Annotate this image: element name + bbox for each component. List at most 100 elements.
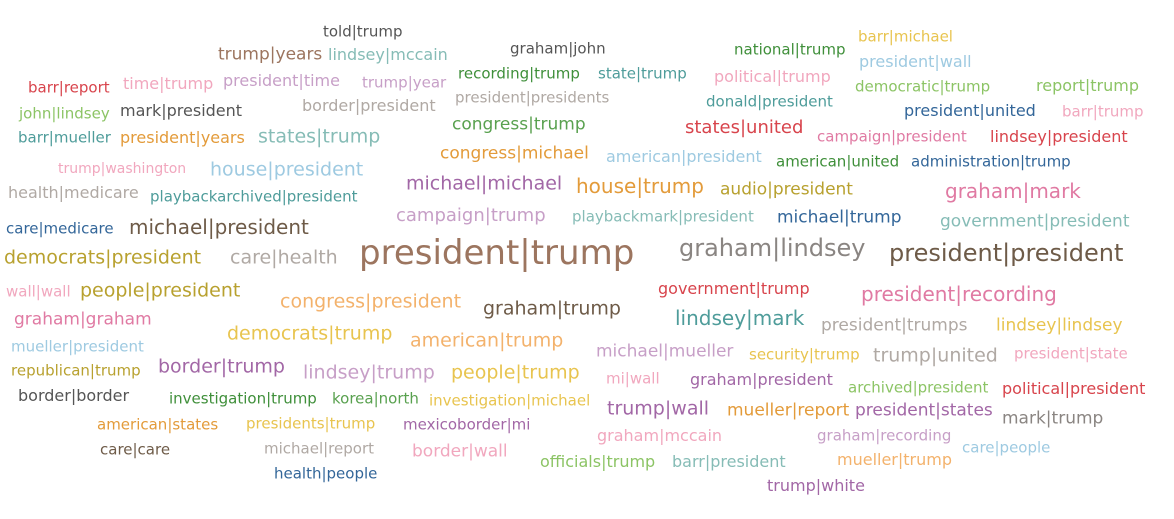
word-campaign-trump: campaign|trump: [396, 205, 546, 226]
word-playbackmark-president: playbackmark|president: [572, 207, 754, 226]
word-mark-president: mark|president: [120, 101, 243, 120]
word-lindsey-mark: lindsey|mark: [675, 306, 805, 330]
word-american-united: american|united: [776, 152, 900, 171]
word-president-president: president|president: [889, 239, 1124, 267]
word-president-state: president|state: [1014, 344, 1128, 363]
word-playbackarchived-president: playbackarchived|president: [150, 187, 358, 206]
word-michael-michael: michael|michael: [406, 172, 563, 195]
word-audio-president: audio|president: [720, 179, 853, 200]
word-michael-report: michael|report: [264, 439, 374, 458]
word-congress-michael: congress|michael: [440, 143, 589, 164]
word-lindsey-mccain: lindsey|mccain: [328, 45, 448, 64]
word-mueller-president: mueller|president: [11, 337, 144, 356]
word-graham-recording: graham|recording: [817, 426, 952, 445]
word-michael-president: michael|president: [129, 215, 309, 239]
word-president-recording: president|recording: [861, 282, 1057, 306]
word-michael-mueller: michael|mueller: [596, 341, 734, 362]
word-archived-president: archived|president: [848, 378, 989, 397]
word-trump-united: trump|united: [873, 344, 998, 367]
word-trump-year: trump|year: [362, 73, 447, 92]
word-president-years: president|years: [120, 128, 245, 147]
word-president-presidents: president|presidents: [455, 88, 610, 107]
word-health-people: health|people: [274, 464, 378, 483]
word-president-trump: president|trump: [359, 233, 635, 273]
word-government-president: government|president: [940, 211, 1130, 232]
word-people-president: people|president: [80, 279, 241, 302]
word-president-united: president|united: [904, 101, 1036, 120]
word-mark-trump: mark|trump: [1002, 408, 1104, 429]
word-care-health: care|health: [230, 246, 338, 269]
word-house-trump: house|trump: [576, 174, 704, 198]
word-states-trump: states|trump: [258, 125, 381, 148]
word-state-trump: state|trump: [598, 64, 687, 83]
word-time-trump: time|trump: [123, 74, 214, 93]
word-health-medicare: health|medicare: [8, 183, 139, 202]
word-care-medicare: care|medicare: [6, 219, 114, 238]
word-border-trump: border|trump: [158, 355, 285, 378]
word-graham-graham: graham|graham: [14, 309, 152, 330]
word-american-trump: american|trump: [410, 329, 564, 352]
word-government-trump: government|trump: [658, 279, 810, 298]
word-lindsey-trump: lindsey|trump: [303, 361, 435, 384]
word-security-trump: security|trump: [749, 345, 860, 364]
word-trump-years: trump|years: [218, 44, 323, 65]
word-president-time: president|time: [223, 71, 340, 90]
word-investigation-michael: investigation|michael: [429, 391, 591, 410]
word-people-trump: people|trump: [451, 361, 580, 384]
word-lindsey-president: lindsey|president: [990, 127, 1128, 146]
word-investigation-trump: investigation|trump: [169, 389, 317, 408]
word-graham-john: graham|john: [510, 39, 606, 58]
word-president-wall: president|wall: [859, 52, 972, 71]
word-campaign-president: campaign|president: [817, 127, 967, 146]
word-lindsey-lindsey: lindsey|lindsey: [996, 315, 1123, 336]
word-recording-trump: recording|trump: [458, 64, 580, 83]
word-presidents-trump: presidents|trump: [246, 414, 376, 433]
word-john-lindsey: john|lindsey: [19, 104, 110, 123]
word-barr-trump: barr|trump: [1062, 102, 1144, 121]
word-political-president: political|president: [1002, 379, 1146, 398]
word-political-trump: political|trump: [714, 67, 831, 86]
word-mexicoborder-mi: mexicoborder|mi: [403, 415, 531, 434]
word-report-trump: report|trump: [1036, 76, 1139, 95]
word-administration-trump: administration|trump: [911, 152, 1071, 171]
word-graham-president: graham|president: [690, 370, 833, 389]
word-democrats-president: democrats|president: [4, 246, 202, 269]
word-house-president: house|president: [210, 158, 364, 181]
word-michael-trump: michael|trump: [777, 207, 902, 228]
word-president-trumps: president|trumps: [821, 315, 968, 336]
word-mi-wall: mi|wall: [606, 369, 660, 388]
word-congress-trump: congress|trump: [452, 114, 586, 135]
word-border-wall: border|wall: [412, 441, 508, 462]
word-border-president: border|president: [302, 96, 436, 115]
word-graham-mark: graham|mark: [945, 179, 1081, 203]
word-barr-michael: barr|michael: [858, 27, 953, 46]
word-graham-mccain: graham|mccain: [597, 426, 723, 445]
word-mueller-trump: mueller|trump: [837, 450, 953, 469]
word-president-states: president|states: [855, 400, 993, 421]
word-congress-president: congress|president: [280, 290, 462, 313]
word-republican-trump: republican|trump: [11, 361, 141, 380]
word-told-trump: told|trump: [323, 22, 403, 41]
word-trump-wall: trump|wall: [607, 397, 710, 420]
word-democrats-trump: democrats|trump: [227, 322, 393, 345]
word-care-people: care|people: [962, 438, 1051, 457]
word-democratic-trump: democratic|trump: [855, 77, 991, 96]
word-wall-wall: wall|wall: [6, 282, 71, 301]
word-national-trump: national|trump: [734, 40, 846, 59]
word-barr-president: barr|president: [672, 452, 786, 471]
word-border-border: border|border: [18, 386, 130, 405]
word-graham-lindsey: graham|lindsey: [679, 234, 866, 262]
word-barr-mueller: barr|mueller: [18, 128, 111, 147]
word-trump-washington: trump|washington: [58, 161, 187, 177]
word-states-united: states|united: [685, 117, 804, 138]
word-care-care: care|care: [100, 440, 171, 459]
word-graham-trump: graham|trump: [483, 297, 621, 320]
word-american-president: american|president: [606, 147, 762, 166]
word-officials-trump: officials|trump: [540, 452, 656, 471]
word-trump-white: trump|white: [767, 476, 865, 495]
word-mueller-report: mueller|report: [727, 400, 850, 421]
word-barr-report: barr|report: [28, 78, 110, 97]
word-american-states: american|states: [97, 415, 219, 434]
word-korea-north: korea|north: [332, 389, 419, 408]
